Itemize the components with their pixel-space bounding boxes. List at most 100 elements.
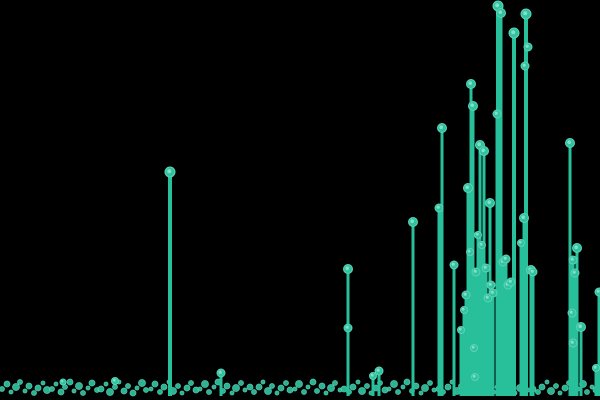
baseline-point xyxy=(183,384,191,392)
baseline-point xyxy=(283,380,289,386)
baseline-point xyxy=(327,384,335,392)
stem-marker-highlight xyxy=(522,63,526,67)
baseline-point xyxy=(201,380,209,388)
baseline-point xyxy=(229,390,235,396)
baseline-point xyxy=(349,383,357,391)
baseline-point xyxy=(34,384,42,392)
baseline-point xyxy=(238,380,244,386)
baseline-point xyxy=(538,383,546,391)
stem-marker-highlight xyxy=(218,370,222,374)
stem-marker-highlight xyxy=(593,365,597,369)
baseline-point xyxy=(255,383,263,391)
baseline-point xyxy=(49,386,55,392)
baseline-point xyxy=(3,380,11,388)
baseline-point xyxy=(584,389,590,395)
stem-marker-highlight xyxy=(470,103,475,107)
baseline-point xyxy=(390,380,398,388)
baseline-point xyxy=(314,388,320,394)
baseline-point xyxy=(112,384,118,390)
baseline-point xyxy=(148,386,154,392)
baseline-point xyxy=(309,378,317,386)
stem-marker-highlight xyxy=(345,325,349,329)
baseline-point xyxy=(232,384,240,392)
baseline-point xyxy=(242,387,248,393)
stem-marker-highlight xyxy=(569,310,573,314)
baseline-point xyxy=(22,388,28,394)
stem-marker-highlight xyxy=(596,289,600,293)
baseline-point xyxy=(246,383,254,391)
baseline-point xyxy=(535,389,541,395)
baseline-point xyxy=(340,385,348,393)
stem-marker-highlight xyxy=(494,111,498,115)
stem-marker-highlight xyxy=(473,269,477,273)
baseline-point xyxy=(332,380,338,386)
baseline-point xyxy=(274,390,280,396)
baseline-point xyxy=(197,386,203,392)
baseline-point xyxy=(71,388,77,394)
baseline-point xyxy=(355,379,361,385)
baseline-point xyxy=(151,380,159,388)
baseline-point xyxy=(138,379,146,387)
baseline-point xyxy=(75,382,83,390)
stem-marker-highlight xyxy=(468,81,473,85)
stem-marker-highlight xyxy=(467,249,471,253)
baseline-point xyxy=(301,389,307,395)
baseline-point xyxy=(292,386,298,392)
baseline-point xyxy=(223,382,231,390)
baseline-point xyxy=(544,379,550,385)
stem-marker-highlight xyxy=(475,232,479,236)
baseline-point xyxy=(53,381,59,387)
stem-marker-highlight xyxy=(471,345,475,349)
baseline-point xyxy=(400,384,406,390)
baseline-point xyxy=(31,390,37,396)
stem-marker-highlight xyxy=(481,148,486,152)
baseline-point xyxy=(386,386,392,392)
baseline-point xyxy=(251,389,257,395)
stem-marker-highlight xyxy=(523,11,528,16)
stem-marker-highlight xyxy=(574,245,578,249)
stem-marker-highlight xyxy=(410,219,415,223)
stem-marker-highlight xyxy=(376,368,380,372)
stem-marker-highlight xyxy=(485,295,489,299)
baseline-point xyxy=(120,387,128,395)
baseline-point xyxy=(106,388,114,396)
stem-marker-highlight xyxy=(570,340,574,344)
baseline-point xyxy=(175,383,181,389)
baseline-point xyxy=(206,389,212,395)
baseline-point xyxy=(211,384,217,390)
stem-marker-highlight xyxy=(458,327,462,331)
baseline-point xyxy=(40,380,46,386)
stem-marker-highlight xyxy=(477,142,482,146)
stem-marker-highlight xyxy=(463,292,467,296)
stem-marker-highlight xyxy=(436,205,440,209)
baseline-point xyxy=(561,384,569,392)
stem-marker-highlight xyxy=(498,10,503,14)
baseline-point xyxy=(364,383,370,389)
baseline-point xyxy=(188,380,194,386)
baseline-point xyxy=(103,381,109,387)
baseline-point xyxy=(431,387,437,393)
baseline-point xyxy=(286,386,294,394)
baseline-point xyxy=(589,384,595,390)
baseline-point xyxy=(160,383,168,391)
stem-marker-highlight xyxy=(345,266,350,271)
baseline-point xyxy=(277,384,285,392)
baseline-point xyxy=(157,389,163,395)
baseline-point xyxy=(129,389,137,397)
baseline-point xyxy=(547,387,555,395)
baseline-point xyxy=(17,379,23,385)
stem-marker-highlight xyxy=(465,185,470,189)
baseline-point xyxy=(125,383,131,389)
stem-marker-highlight xyxy=(61,380,64,383)
stem-marker-highlight xyxy=(508,279,512,283)
stem-marker-highlight xyxy=(472,374,476,378)
baseline-point xyxy=(143,387,149,393)
stem-marker-highlight xyxy=(503,256,507,260)
stem-marker-highlight xyxy=(439,125,444,129)
baseline-point xyxy=(0,386,5,392)
baseline-point xyxy=(85,385,91,391)
stem-marker-highlight xyxy=(511,30,516,35)
stem-marker-highlight xyxy=(483,265,487,269)
baseline-point xyxy=(97,385,105,393)
stem-marker-highlight xyxy=(479,242,483,246)
